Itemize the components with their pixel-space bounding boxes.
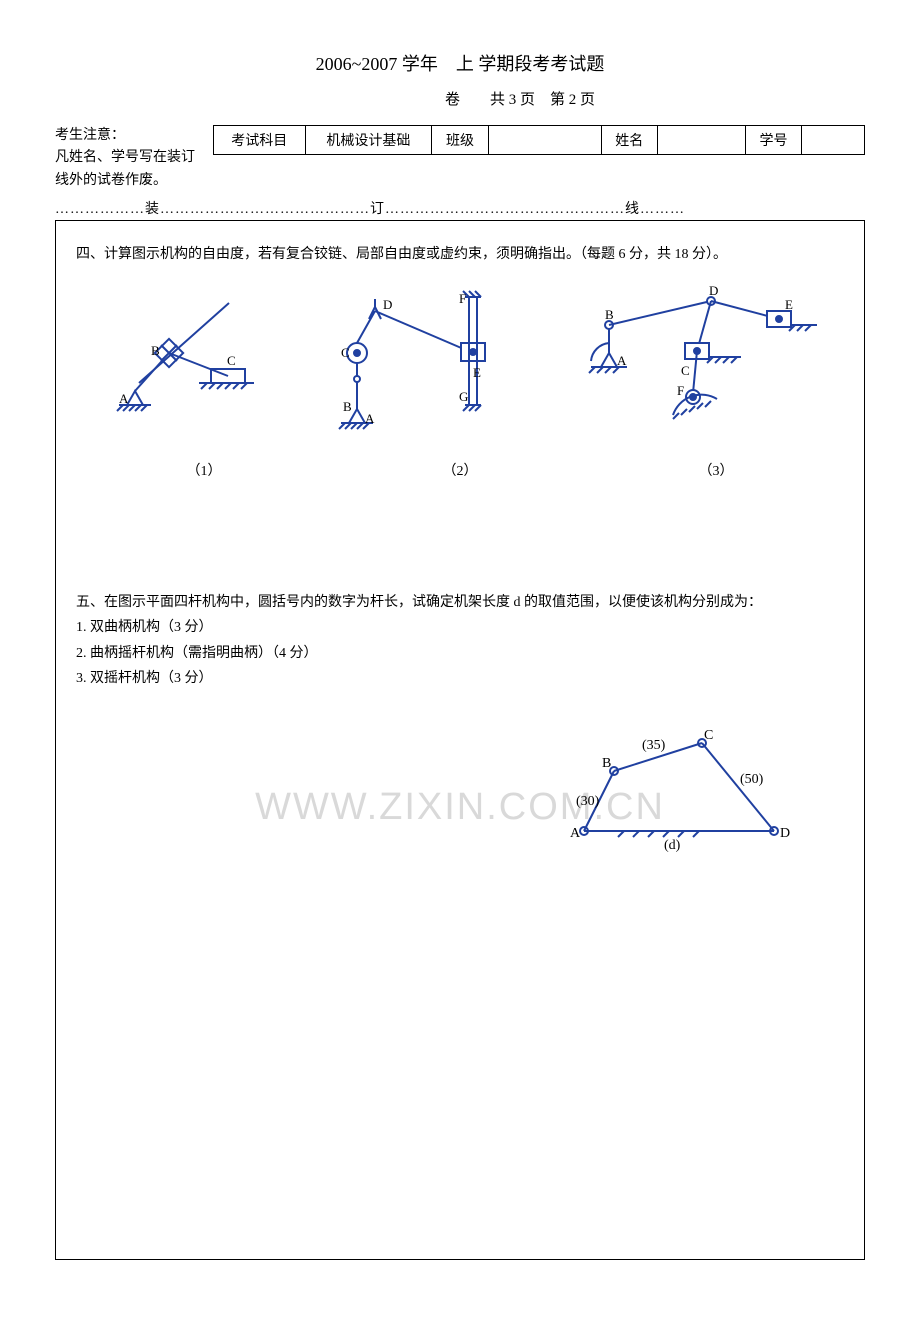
svg-text:E: E [473,365,481,380]
q5-item2: 2. 曲柄摇杆机构（需指明曲柄）（4 分） [76,641,844,666]
q4-heading: 四、计算图示机构的自由度，若有复合铰链、局部自由度或虚约束，须明确指出。（每题 … [76,243,844,263]
svg-text:(35): (35) [642,738,666,753]
class-value [488,126,601,155]
q5-figure: A B C D (30) (35) (50) (d) [76,721,844,861]
q4-fig2-svg: A B C D E F G [305,283,515,443]
q4-fig1: A B C [99,283,259,438]
notice-text: 考生注意： 凡姓名、学号写在装订线外的试卷作废。 [55,125,205,192]
binding-line: ………………装……………………………………订…………………………………………线…… [55,198,865,218]
notice-row: 考生注意： 凡姓名、学号写在装订线外的试卷作废。 考试科目 机械设计基础 班级 … [55,125,865,192]
q4-fig2: A B C D E F G [305,283,515,448]
subject-value: 机械设计基础 [305,126,432,155]
svg-text:C: C [341,345,350,360]
q4-fig1-svg: A B C [99,283,259,433]
svg-text:B: B [343,399,352,414]
q4-fig3-svg: A B C D E F [561,283,821,433]
q5-item1: 1. 双曲柄机构（3 分） [76,615,844,640]
q4-cap1: （1） [76,460,332,480]
svg-text:B: B [151,343,160,358]
svg-text:(50): (50) [740,772,764,787]
class-label: 班级 [432,126,488,155]
svg-text:B: B [602,756,611,771]
q4-cap2: （2） [332,460,588,480]
id-value [802,126,865,155]
subject-label: 考试科目 [214,126,306,155]
q5-block: 五、在图示平面四杆机构中，圆括号内的数字为杆长，试确定机架长度 d 的取值范围，… [76,590,844,691]
svg-text:D: D [780,826,790,841]
notice-line1: 考生注意： [55,128,125,143]
page-indicator: 卷 共 3 页 第 2 页 [175,88,865,109]
svg-text:A: A [617,353,627,368]
q4-figure-row: A B C [76,283,844,448]
q5-svg: A B C D (30) (35) (50) (d) [544,721,804,861]
svg-text:A: A [365,411,375,426]
content-frame: 四、计算图示机构的自由度，若有复合铰链、局部自由度或虚约束，须明确指出。（每题 … [55,220,865,1260]
id-label: 学号 [745,126,801,155]
q4-fig3: A B C D E F [561,283,821,438]
svg-text:F: F [677,383,684,398]
name-label: 姓名 [601,126,657,155]
svg-text:F: F [459,291,466,306]
svg-text:C: C [681,363,690,378]
notice-line2: 凡姓名、学号写在装订线外的试卷作废。 [55,150,195,187]
svg-text:C: C [227,353,236,368]
svg-text:G: G [459,389,468,404]
q4-cap3: （3） [588,460,844,480]
info-table: 考试科目 机械设计基础 班级 姓名 学号 [213,125,865,155]
q5-item3: 3. 双摇杆机构（3 分） [76,666,844,691]
q5-heading: 五、在图示平面四杆机构中，圆括号内的数字为杆长，试确定机架长度 d 的取值范围，… [76,590,844,615]
svg-text:A: A [570,826,581,841]
q4-caption-row: （1） （2） （3） [76,454,844,480]
svg-text:E: E [785,297,793,312]
svg-text:D: D [709,283,718,298]
page-title: 2006~2007 学年 上 学期段考考试题 [55,50,865,76]
svg-text:(d): (d) [664,838,681,853]
svg-text:(30): (30) [576,794,600,809]
name-value [658,126,746,155]
svg-text:C: C [704,728,713,743]
svg-text:A: A [119,391,129,406]
svg-text:D: D [383,297,392,312]
svg-text:B: B [605,307,614,322]
